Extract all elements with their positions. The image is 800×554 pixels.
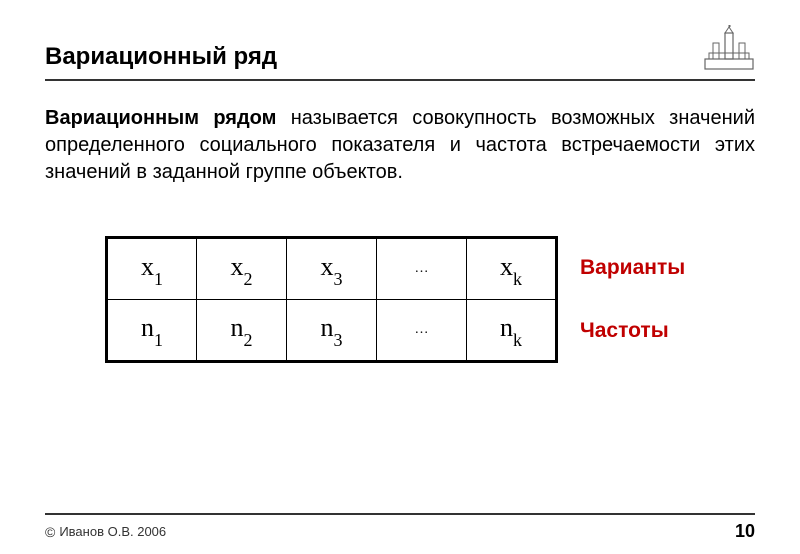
table-row: n1n2n3…nk bbox=[107, 300, 557, 362]
copyright-label: Иванов О.В. 2006 bbox=[59, 524, 166, 539]
row-label-variants: Варианты bbox=[580, 256, 685, 280]
table-cell: … bbox=[377, 300, 467, 362]
copyright-text: © Иванов О.В. 2006 bbox=[45, 524, 166, 540]
row-label-frequencies: Частоты bbox=[580, 319, 685, 343]
table-cell: nk bbox=[467, 300, 557, 362]
table-cell: x2 bbox=[197, 238, 287, 300]
copyright-icon: © bbox=[45, 524, 55, 540]
footer-divider bbox=[45, 513, 755, 515]
table-cell: x1 bbox=[107, 238, 197, 300]
slide-title: Вариационный ряд bbox=[45, 43, 277, 71]
definition-term: Вариационным рядом bbox=[45, 107, 276, 129]
table-cell: n2 bbox=[197, 300, 287, 362]
table-cell: xk bbox=[467, 238, 557, 300]
table-cell: n3 bbox=[287, 300, 377, 362]
table-cell: n1 bbox=[107, 300, 197, 362]
variation-series-table: x1x2x3…xkn1n2n3…nk bbox=[105, 236, 558, 363]
title-divider bbox=[45, 79, 755, 81]
table-row: x1x2x3…xk bbox=[107, 238, 557, 300]
page-number: 10 bbox=[735, 521, 755, 542]
table-cell: x3 bbox=[287, 238, 377, 300]
university-logo-icon bbox=[703, 25, 755, 71]
definition-text: Вариационным рядом называется совокупнос… bbox=[45, 105, 755, 186]
table-cell: … bbox=[377, 238, 467, 300]
